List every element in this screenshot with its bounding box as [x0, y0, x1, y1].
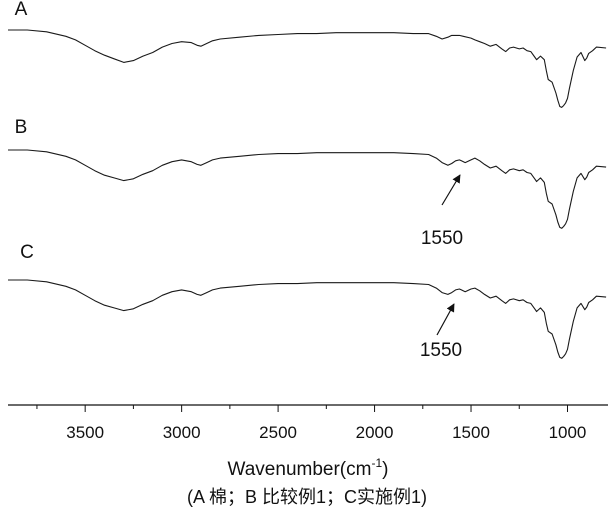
series-label-a: A [15, 0, 28, 20]
x-axis-ticks: 3500 3000 2500 2000 1500 1000 [37, 405, 586, 442]
annotation-label-c: 1550 [420, 340, 462, 361]
series-labels: A B C [15, 0, 34, 263]
x-tick-label-3500: 3500 [66, 423, 104, 442]
series-label-b: B [15, 117, 28, 138]
annotations: 1550 1550 [420, 175, 463, 361]
x-tick-label-1500: 1500 [452, 423, 490, 442]
x-tick-label-2000: 2000 [356, 423, 394, 442]
spectrum-line-a [8, 30, 606, 107]
x-axis-label-superscript: -1 [371, 456, 382, 470]
x-tick-label-2500: 2500 [259, 423, 297, 442]
spectrum-line-b [8, 150, 606, 228]
spectrum-line-c [8, 280, 606, 358]
x-tick-label-1000: 1000 [549, 423, 587, 442]
annotation-label-b: 1550 [421, 228, 463, 249]
figure-caption: (A 棉；B 比较例1；C实施例1) [187, 487, 427, 507]
x-axis-label-main: Wavenumber(cm [228, 459, 372, 480]
series-label-c: C [20, 242, 34, 263]
x-axis-label-close: ) [382, 459, 388, 480]
spectra-curves [8, 30, 606, 358]
x-axis-label: Wavenumber(cm-1) [228, 456, 389, 480]
annotation-arrow-c [437, 304, 454, 335]
x-tick-label-3000: 3000 [163, 423, 201, 442]
annotation-arrow-b [442, 175, 460, 205]
